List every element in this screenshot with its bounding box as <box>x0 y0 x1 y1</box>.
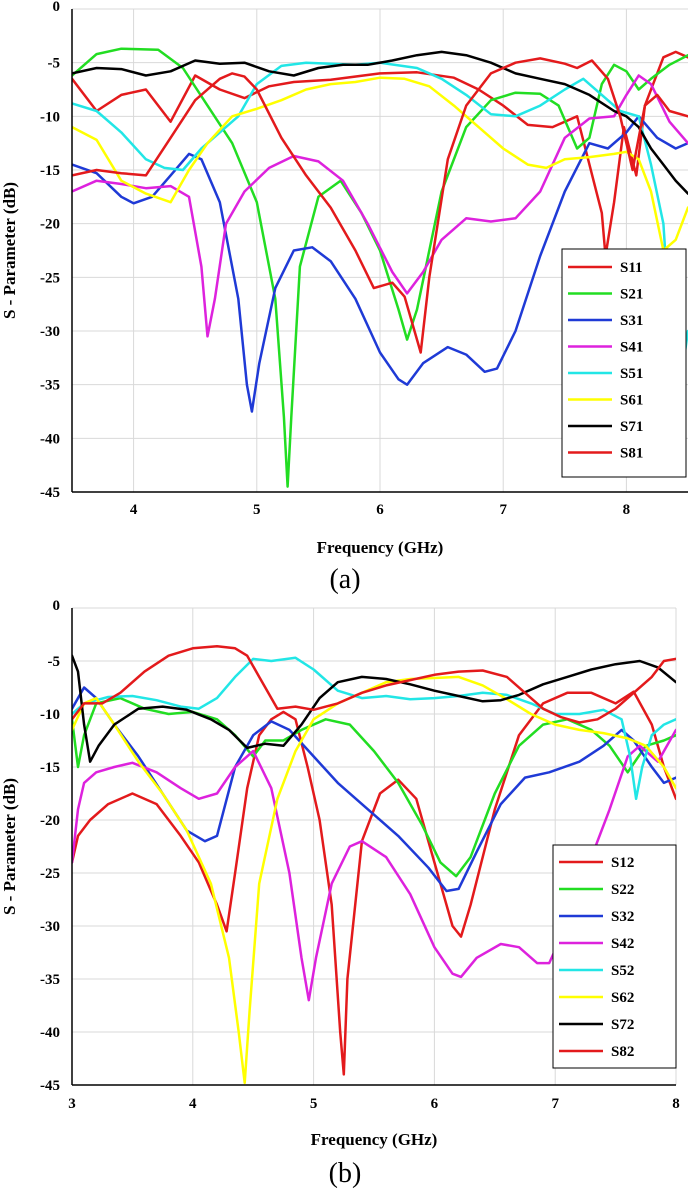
x-tick-label: 4 <box>189 1096 197 1112</box>
legend-label-s72: S72 <box>611 1017 634 1033</box>
series-line-s12 <box>72 690 676 1076</box>
legend-label-s82: S82 <box>611 1044 634 1060</box>
y-tick-label: -20 <box>40 217 60 233</box>
legend-label-s21: S21 <box>620 287 643 303</box>
legend-label-s11: S11 <box>620 260 643 276</box>
y-tick-label: -35 <box>40 972 60 988</box>
y-axis-label: S - Parameter (dB) <box>0 778 19 915</box>
y-tick-label: -5 <box>48 56 61 72</box>
legend-box <box>552 844 677 1069</box>
figure-caption: (b) <box>329 1158 362 1189</box>
y-tick-label: -20 <box>40 813 60 829</box>
series-line-s41 <box>72 74 688 338</box>
legend-label-s32: S32 <box>611 909 634 925</box>
y-tick-label: -25 <box>40 866 60 882</box>
legend-label-s52: S52 <box>611 963 634 979</box>
y-tick-label: -10 <box>40 707 60 723</box>
series-line-s22 <box>72 696 676 878</box>
y-tick-label: -5 <box>48 654 61 670</box>
y-tick-label: -10 <box>40 109 60 125</box>
series-group <box>72 47 688 488</box>
series-line-s81 <box>72 57 688 354</box>
chart-a: 4 5 6 7 8 0 -5 -10 -15 -20 -25 -30 -35 -40 -45 Frequenc… <box>0 0 688 595</box>
y-tick-label: -15 <box>40 163 60 179</box>
series-line-s82 <box>72 644 676 724</box>
y-tick-label: 0 <box>53 598 61 614</box>
series-line-s11 <box>72 50 688 258</box>
x-tick-label: 8 <box>672 1096 680 1112</box>
legend: S12 S22 S32 S42 S52 S62 S72 S82 <box>552 844 677 1069</box>
legend-label-s12: S12 <box>611 855 634 871</box>
series-group <box>72 644 676 1085</box>
legend-label-s61: S61 <box>620 393 643 409</box>
series-line-s31 <box>72 115 688 413</box>
chart-b: 3 4 5 6 7 8 0 -5 -10 -15 -20 -25 -30 -35 -40 -45 Frequen… <box>0 598 680 1189</box>
y-tick-label: -40 <box>40 1025 60 1041</box>
y-axis-label: S - Parameter (dB) <box>0 182 19 319</box>
x-tick-label: 7 <box>499 502 507 518</box>
legend-label-s41: S41 <box>620 340 643 356</box>
x-tick-label: 6 <box>431 1096 439 1112</box>
x-axis-label: Frequency (GHz) <box>317 538 444 557</box>
legend: S11 S21 S31 S41 S51 S61 S71 S81 <box>561 248 687 478</box>
x-tick-label: 7 <box>551 1096 559 1112</box>
y-tick-label: -45 <box>40 1078 60 1094</box>
series-line-s71 <box>72 50 688 195</box>
legend-label-s31: S31 <box>620 313 643 329</box>
series-line-s72 <box>72 654 676 763</box>
x-tick-label: 5 <box>310 1096 318 1112</box>
series-line-s62 <box>72 675 676 1085</box>
x-tick-label: 3 <box>68 1096 76 1112</box>
x-tick-label: 6 <box>376 502 384 518</box>
y-tick-label: -45 <box>40 485 60 501</box>
legend-label-s51: S51 <box>620 366 643 382</box>
y-tick-label: -35 <box>40 378 60 394</box>
y-tick-label: -15 <box>40 760 60 776</box>
x-tick-label: 4 <box>130 502 138 518</box>
series-line-s51 <box>72 61 688 376</box>
series-line-s32 <box>72 686 676 893</box>
y-tick-label: -30 <box>40 919 60 935</box>
x-tick-label: 5 <box>253 502 261 518</box>
legend-label-s22: S22 <box>611 882 634 898</box>
y-tick-label: 0 <box>53 0 61 15</box>
x-axis-label: Frequency (GHz) <box>311 1130 438 1149</box>
x-tick-label: 8 <box>623 502 631 518</box>
series-line-s52 <box>72 656 676 801</box>
legend-label-s42: S42 <box>611 936 634 952</box>
y-tick-label: -40 <box>40 431 60 447</box>
legend-box <box>561 248 687 478</box>
legend-label-s62: S62 <box>611 990 634 1006</box>
legend-label-s81: S81 <box>620 446 643 462</box>
y-tick-label: -25 <box>40 270 60 286</box>
y-tick-label: -30 <box>40 324 60 340</box>
figure-caption: (a) <box>329 564 360 595</box>
legend-label-s71: S71 <box>620 419 643 435</box>
